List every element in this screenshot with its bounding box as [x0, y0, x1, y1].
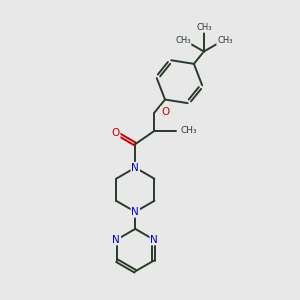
Text: N: N — [150, 235, 158, 244]
Text: N: N — [131, 207, 139, 217]
Text: O: O — [111, 128, 120, 138]
Text: N: N — [112, 235, 120, 244]
Text: CH₃: CH₃ — [181, 126, 197, 135]
Text: CH₃: CH₃ — [175, 36, 191, 45]
Text: CH₃: CH₃ — [196, 23, 212, 32]
Text: CH₃: CH₃ — [217, 36, 233, 45]
Text: N: N — [131, 163, 139, 173]
Text: O: O — [161, 107, 169, 117]
